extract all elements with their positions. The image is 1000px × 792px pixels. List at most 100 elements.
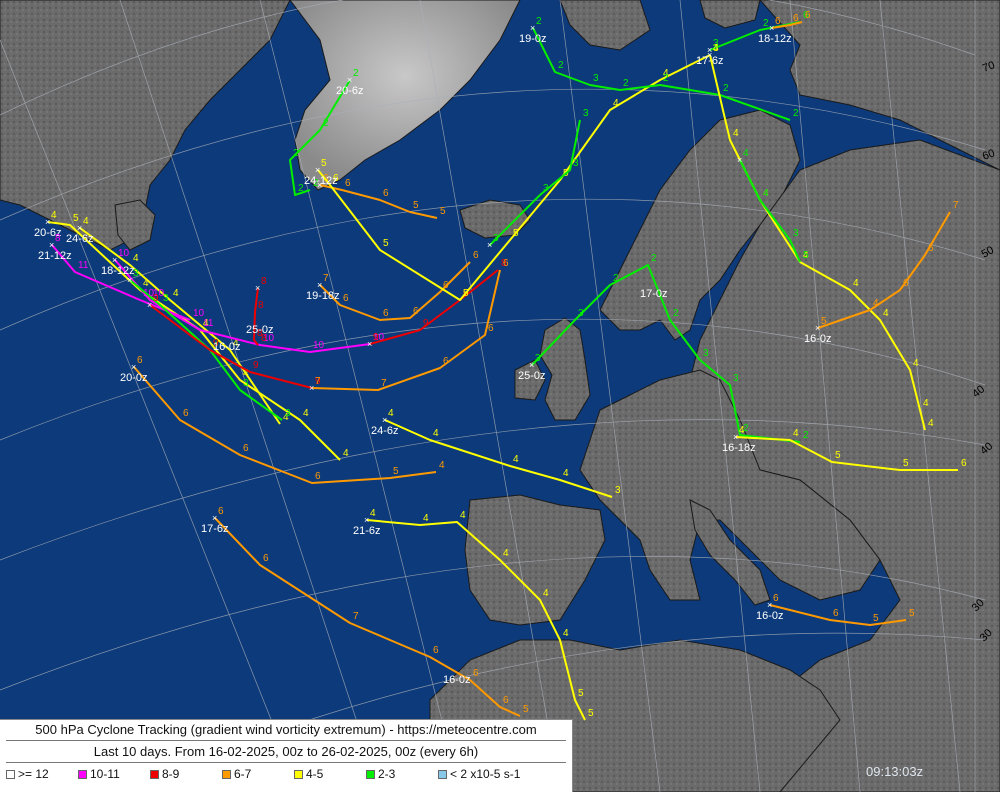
track-intensity-label: 5: [73, 213, 79, 224]
track-start-marker: ×: [367, 339, 372, 349]
track-intensity-label: 6: [218, 506, 224, 517]
track-intensity-label: 5: [578, 688, 584, 699]
track-intensity-label: 2: [298, 183, 304, 194]
legend-swatch: [438, 770, 447, 779]
legend-item-label: >= 12: [18, 767, 49, 781]
track-start-marker: ×: [127, 275, 132, 285]
track-intensity-label: 4: [503, 548, 509, 559]
track-intensity-label: 6: [345, 178, 351, 189]
track-intensity-label: 4: [439, 460, 445, 471]
track-intensity-label: 4: [793, 428, 799, 439]
track-intensity-label: 6: [903, 278, 909, 289]
track-intensity-label: 3: [578, 308, 584, 319]
track-start-label: 21-6z: [353, 525, 381, 537]
land-ireland: [514, 359, 546, 401]
track-intensity-label: 3: [243, 378, 249, 389]
track-intensity-label: 10: [263, 333, 275, 344]
track-start-label: 16-0z: [756, 610, 784, 622]
track-line: [319, 184, 438, 219]
track-intensity-label: 6: [433, 645, 439, 656]
track-intensity-label: 9: [423, 318, 429, 329]
track-intensity-label: 4: [763, 188, 769, 199]
track-start-marker: ×: [364, 515, 369, 525]
track-intensity-label: 4: [853, 278, 859, 289]
track-intensity-label: 4: [563, 468, 569, 479]
track-intensity-label: 9: [373, 332, 379, 343]
track-intensity-label: 9: [315, 376, 321, 387]
track-intensity-label: 5: [873, 613, 879, 624]
track-intensity-label: 4: [283, 412, 289, 423]
track-intensity-label: 2: [723, 83, 729, 94]
track-intensity-label: 5: [513, 228, 519, 239]
legend-swatch: [150, 770, 159, 779]
track-intensity-label: 4: [233, 338, 239, 349]
yellow-track-balkans: 4 4 5 5 6 ×16-18z: [722, 425, 967, 471]
track-start-label: 16-0z: [804, 333, 832, 345]
track-line: [79, 227, 281, 425]
legend-item-label: < 2 x10-5 s-1: [450, 767, 521, 781]
legend-swatch: [366, 770, 375, 779]
track-line: [133, 366, 437, 484]
track-intensity-label: 8: [501, 258, 507, 269]
track-intensity-label: 7: [323, 273, 329, 284]
track-intensity-label: 3: [713, 38, 719, 49]
track-intensity-label: 4: [663, 68, 669, 79]
track-start-marker: ×: [737, 155, 742, 165]
track-intensity-label: 2: [323, 118, 329, 129]
track-start-marker: ×: [382, 415, 387, 425]
track-start-marker: ×: [317, 180, 322, 190]
track-intensity-label: 6: [137, 355, 143, 366]
track-intensity-label: 10: [143, 288, 155, 299]
track-intensity-label: 6: [928, 243, 934, 254]
legend-panel: 500 hPa Cyclone Tracking (gradient wind …: [0, 719, 573, 792]
track-intensity-label: 4: [343, 448, 349, 459]
track-start-marker: ×: [733, 432, 738, 442]
track-intensity-label: 10: [118, 248, 130, 259]
track-intensity-label: 7: [315, 376, 321, 387]
track-intensity-label: 6: [443, 356, 449, 367]
land-franz-josef: [699, 0, 761, 29]
track-start-label: 18-12z: [758, 33, 792, 45]
track-line: [531, 264, 801, 443]
track-intensity-label: 5: [413, 200, 419, 211]
track-intensity-label: 2: [293, 148, 299, 159]
track-start-marker: ×: [131, 362, 136, 372]
track-intensity-label: 10: [193, 308, 205, 319]
track-intensity-label: 10: [373, 332, 385, 343]
track-intensity-label: 4: [803, 250, 809, 261]
track-intensity-label: 3: [793, 228, 799, 239]
track-line: [489, 119, 581, 246]
track-intensity-label: 6: [833, 608, 839, 619]
track-intensity-label: 6: [793, 13, 799, 24]
track-line: [369, 269, 499, 345]
track-intensity-label: 6: [263, 553, 269, 564]
track-intensity-label: 4: [173, 288, 179, 299]
track-time-label: 25-0z: [246, 324, 274, 336]
legend-item-label: 10-11: [90, 767, 120, 781]
track-intensity-label: 5: [821, 316, 827, 327]
track-intensity-label: 2: [763, 18, 769, 29]
land-iceland: [459, 199, 531, 239]
track-intensity-label: 4: [143, 278, 149, 289]
track-intensity-label: 6: [773, 593, 779, 604]
legend-items: >= 12 10-11 8-9 6-7 4-5 2-3 < 2 x10-5 s-…: [6, 767, 566, 785]
track-line: [771, 21, 803, 29]
track-start-marker: ×: [317, 280, 322, 290]
track-intensity-label: 6: [503, 258, 509, 269]
track-start-marker: ×: [769, 23, 774, 33]
track-line: [253, 287, 259, 346]
track-line: [769, 604, 907, 626]
land-eastern-europe: [689, 139, 1000, 792]
track-intensity-label: 6: [315, 471, 321, 482]
legend-item-label: 4-5: [306, 767, 324, 781]
track-line: [735, 436, 958, 471]
track-intensity-label: 7: [381, 378, 387, 389]
track-line: [149, 304, 313, 389]
track-intensity-label: 11: [203, 318, 214, 329]
track-start-marker: ×: [45, 217, 50, 227]
